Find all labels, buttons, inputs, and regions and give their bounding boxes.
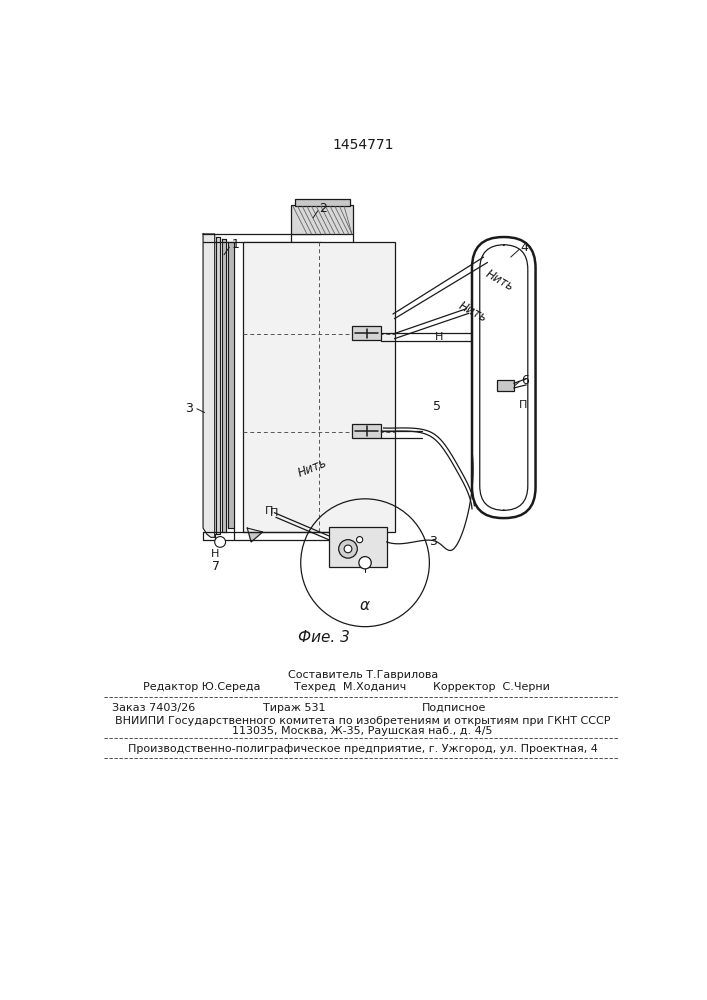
Bar xyxy=(329,527,387,567)
Text: Корректор  С.Черни: Корректор С.Черни xyxy=(433,682,550,692)
Text: 1454771: 1454771 xyxy=(332,138,394,152)
Bar xyxy=(352,424,381,438)
Text: Производственно-полиграфическое предприятие, г. Ужгород, ул. Проектная, 4: Производственно-полиграфическое предприя… xyxy=(128,744,597,754)
Text: Нить: Нить xyxy=(296,456,329,480)
Circle shape xyxy=(215,537,226,547)
Text: Подписное: Подписное xyxy=(421,703,486,713)
Bar xyxy=(243,242,395,532)
Polygon shape xyxy=(216,237,220,534)
Circle shape xyxy=(344,545,352,553)
Text: 3: 3 xyxy=(185,402,193,415)
Text: 6: 6 xyxy=(521,374,529,387)
Text: Техред  М.Ходанич: Техред М.Ходанич xyxy=(293,682,406,692)
Bar xyxy=(497,380,514,391)
Bar xyxy=(352,326,381,340)
Text: ВНИИПИ Государственного комитета по изобретениям и открытиям при ГКНТ СССР: ВНИИПИ Государственного комитета по изоб… xyxy=(115,716,610,726)
Circle shape xyxy=(359,557,371,569)
Text: Н: Н xyxy=(435,332,443,342)
Polygon shape xyxy=(247,528,263,542)
Text: 5: 5 xyxy=(433,400,441,413)
Text: П: П xyxy=(270,508,279,518)
Text: Нить: Нить xyxy=(457,300,489,325)
Text: 2: 2 xyxy=(320,202,327,215)
Text: 7: 7 xyxy=(212,560,221,573)
Text: П: П xyxy=(264,506,273,516)
Polygon shape xyxy=(203,234,215,537)
Text: 113035, Москва, Ж-35, Раушская наб., д. 4/5: 113035, Москва, Ж-35, Раушская наб., д. … xyxy=(233,726,493,736)
Text: Тираж 531: Тираж 531 xyxy=(263,703,325,713)
Text: 3: 3 xyxy=(429,535,437,548)
Text: Составитель Т.Гаврилова: Составитель Т.Гаврилова xyxy=(288,670,438,680)
Text: Нить: Нить xyxy=(484,267,516,293)
Bar xyxy=(291,205,354,234)
Circle shape xyxy=(339,540,357,558)
Text: П: П xyxy=(518,400,527,410)
Text: Н: Н xyxy=(211,549,219,559)
Text: 1: 1 xyxy=(232,238,240,251)
Bar xyxy=(296,199,349,206)
Text: Редактор Ю.Середа: Редактор Ю.Середа xyxy=(143,682,260,692)
Polygon shape xyxy=(222,239,226,532)
Circle shape xyxy=(356,537,363,543)
Text: α: α xyxy=(360,598,370,613)
Polygon shape xyxy=(228,242,234,528)
Text: Фие. 3: Фие. 3 xyxy=(298,630,350,645)
Text: 4: 4 xyxy=(521,241,529,254)
Text: Заказ 7403/26: Заказ 7403/26 xyxy=(112,703,195,713)
